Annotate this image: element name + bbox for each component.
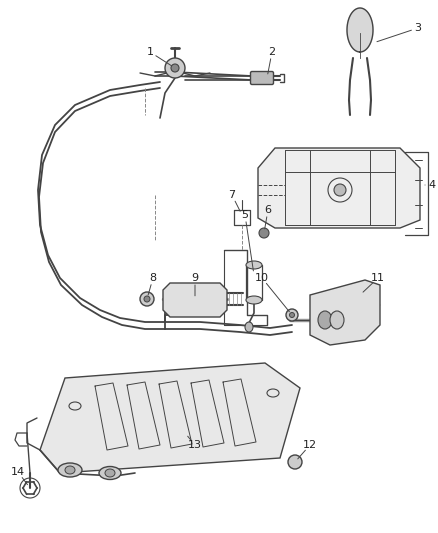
Text: 12: 12	[303, 440, 317, 450]
Polygon shape	[258, 148, 420, 228]
Ellipse shape	[246, 296, 262, 304]
Text: 9: 9	[191, 273, 198, 283]
Text: 2: 2	[268, 47, 276, 57]
Text: 10: 10	[255, 273, 269, 283]
Circle shape	[144, 296, 150, 302]
Ellipse shape	[245, 322, 253, 332]
Polygon shape	[310, 280, 380, 345]
Polygon shape	[163, 283, 227, 317]
Polygon shape	[347, 8, 373, 52]
FancyBboxPatch shape	[251, 71, 273, 85]
Ellipse shape	[318, 311, 332, 329]
Ellipse shape	[246, 261, 262, 269]
Ellipse shape	[65, 466, 75, 474]
Circle shape	[259, 228, 269, 238]
Circle shape	[286, 309, 298, 321]
Ellipse shape	[58, 463, 82, 477]
Text: 11: 11	[371, 273, 385, 283]
Text: 7: 7	[229, 190, 236, 200]
Circle shape	[140, 292, 154, 306]
Text: 14: 14	[11, 467, 25, 477]
Ellipse shape	[330, 311, 344, 329]
Circle shape	[171, 64, 179, 72]
Text: 1: 1	[146, 47, 153, 57]
Text: 6: 6	[265, 205, 272, 215]
Polygon shape	[40, 363, 300, 473]
Text: 8: 8	[149, 273, 156, 283]
Text: 4: 4	[428, 180, 435, 190]
Circle shape	[334, 184, 346, 196]
Circle shape	[290, 312, 294, 318]
Ellipse shape	[105, 469, 115, 477]
Text: 5: 5	[241, 210, 248, 220]
Circle shape	[165, 58, 185, 78]
Text: 13: 13	[188, 440, 202, 450]
Text: 3: 3	[414, 23, 421, 33]
Ellipse shape	[99, 466, 121, 480]
Circle shape	[288, 455, 302, 469]
